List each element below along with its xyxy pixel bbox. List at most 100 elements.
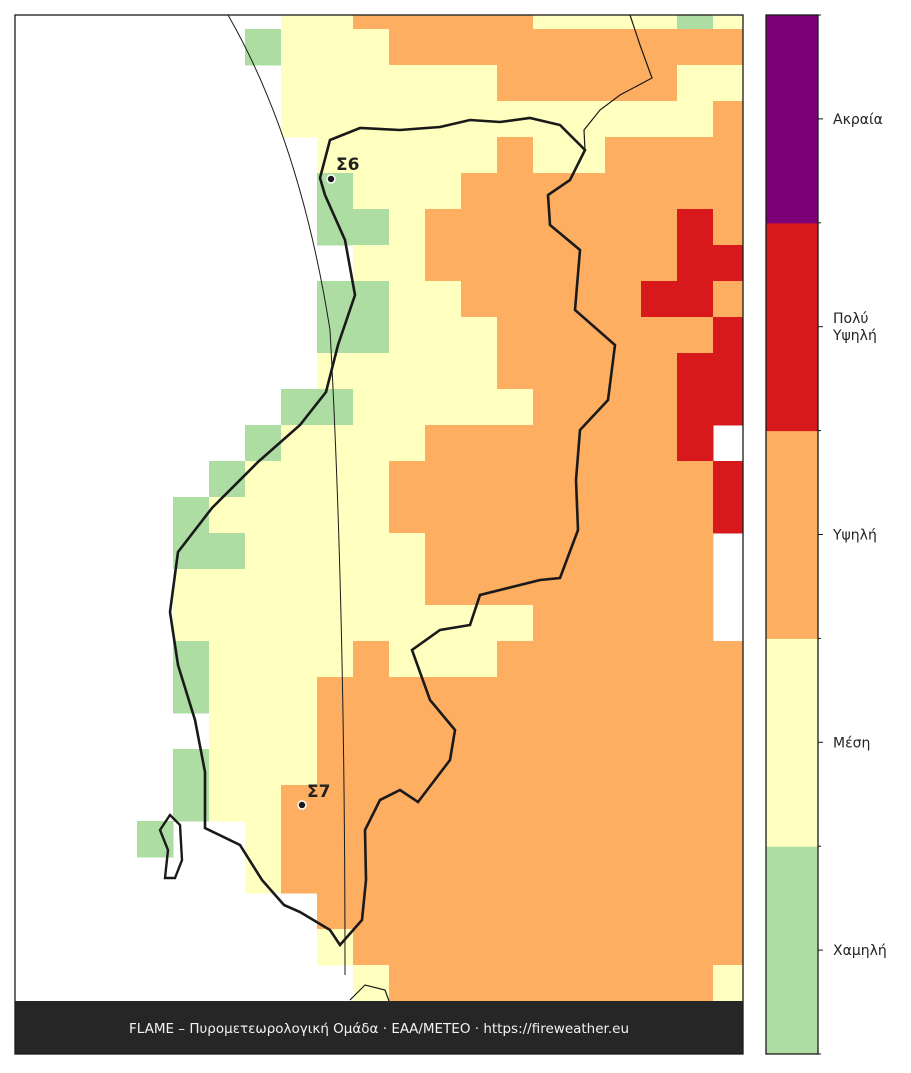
risk-cell [497,461,534,498]
risk-cell [173,497,210,534]
risk-cell [317,857,354,894]
risk-cell [425,317,462,354]
risk-cell [461,245,498,282]
risk-grid [137,15,743,1002]
risk-cell [281,461,318,498]
risk-cell [497,785,534,822]
risk-cell [677,569,714,606]
risk-cell [389,425,426,462]
risk-cell [389,101,426,138]
risk-cell [569,65,606,102]
risk-cell [389,569,426,606]
risk-cell [641,785,678,822]
risk-cell [677,281,714,318]
risk-cell [713,785,743,822]
risk-cell [497,641,534,678]
colorbar-label: Μέση [833,735,870,751]
risk-cell [569,317,606,354]
risk-cell [713,101,743,138]
risk-cell [641,821,678,858]
risk-cell [317,209,354,246]
risk-cell [425,281,462,318]
risk-cell [713,209,743,246]
risk-cell [497,389,534,426]
risk-cell [353,497,390,534]
risk-cell [497,65,534,102]
risk-cell [281,677,318,714]
risk-cell [605,569,642,606]
risk-cell [209,569,246,606]
risk-cell [389,353,426,390]
risk-cell [641,605,678,642]
risk-cell [533,785,570,822]
colorbar-segment [766,430,818,639]
risk-cell [569,641,606,678]
risk-cell [605,317,642,354]
risk-cell [281,713,318,750]
risk-cell [677,677,714,714]
risk-cell [569,425,606,462]
risk-cell [641,425,678,462]
risk-cell [605,245,642,282]
risk-cell [569,173,606,210]
risk-cell [353,929,390,966]
risk-cell [677,785,714,822]
risk-cell [677,641,714,678]
risk-cell [245,461,282,498]
risk-cell [497,497,534,534]
risk-cell [245,425,282,462]
risk-cell [569,461,606,498]
risk-cell [353,713,390,750]
risk-cell [353,461,390,498]
risk-cell [641,461,678,498]
risk-cell [641,713,678,750]
risk-cell [713,317,743,354]
risk-cell [281,15,318,30]
risk-cell [245,533,282,570]
risk-cell [245,821,282,858]
risk-cell [353,15,390,30]
risk-cell [497,353,534,390]
risk-cell [317,533,354,570]
risk-cell [641,749,678,786]
risk-cell [389,929,426,966]
risk-cell [605,497,642,534]
risk-cell [497,425,534,462]
risk-cell [569,857,606,894]
risk-cell [389,605,426,642]
risk-cell [425,101,462,138]
risk-cell [425,677,462,714]
risk-cell [281,569,318,606]
risk-cell [533,677,570,714]
island [158,813,184,880]
risk-cell [641,497,678,534]
risk-cell [677,15,714,30]
risk-cell [533,425,570,462]
risk-cell [641,137,678,174]
risk-cell [425,893,462,930]
risk-cell [281,29,318,66]
risk-cell [353,245,390,282]
border-line [583,15,653,151]
risk-cell [533,821,570,858]
coastline [168,116,617,948]
risk-cell [461,137,498,174]
station-marker [326,174,336,184]
risk-cell [389,893,426,930]
risk-cell [677,857,714,894]
risk-cell [677,173,714,210]
risk-cell [173,641,210,678]
risk-cell [425,533,462,570]
risk-cell [605,209,642,246]
risk-cell [641,857,678,894]
risk-cell [353,101,390,138]
colorbar-label: Υψηλή [832,328,877,344]
risk-cell [605,857,642,894]
risk-cell [641,29,678,66]
risk-cell [533,713,570,750]
risk-cell [425,425,462,462]
coast-south [349,984,390,1002]
risk-cell [425,173,462,210]
risk-cell [425,137,462,174]
